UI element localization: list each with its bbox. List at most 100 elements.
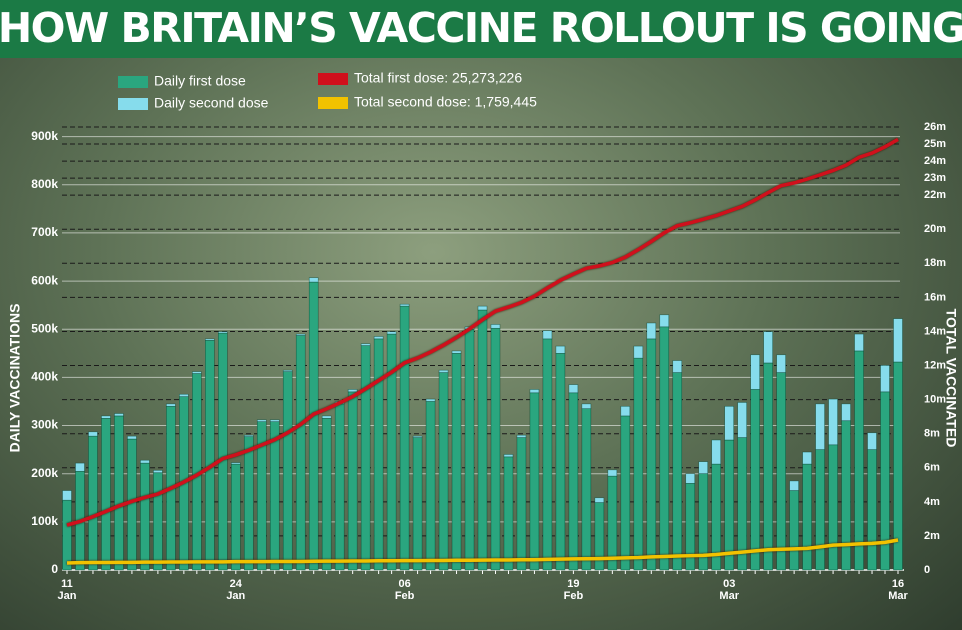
- x-tick-label: 11 Jan: [57, 578, 77, 602]
- bar: [166, 403, 176, 407]
- y-tick-label: 900k: [31, 129, 58, 143]
- bar: [399, 303, 410, 307]
- bar: [127, 435, 137, 440]
- y2-tick-label: 24m: [924, 155, 946, 167]
- bar: [269, 421, 280, 571]
- bar: [243, 434, 254, 437]
- bar: [256, 419, 267, 422]
- y-tick-label: 200k: [31, 466, 58, 480]
- bar: [841, 403, 851, 422]
- bar: [101, 415, 111, 419]
- bar: [179, 393, 189, 397]
- y-tick-label: 400k: [31, 370, 58, 384]
- bar: [438, 372, 449, 571]
- y-tick-label: 600k: [31, 273, 58, 287]
- bar: [295, 335, 306, 571]
- legend-swatch: [318, 97, 348, 109]
- bar: [205, 338, 215, 341]
- bar: [62, 499, 72, 571]
- bar: [789, 480, 799, 491]
- bar: [685, 473, 696, 484]
- bar: [581, 408, 592, 571]
- bar: [763, 331, 773, 364]
- bar: [867, 432, 877, 450]
- bar: [88, 431, 98, 437]
- bar: [451, 353, 462, 571]
- bar: [724, 405, 735, 441]
- legend-label: Total first dose: 25,273,226: [354, 70, 522, 86]
- bar: [854, 350, 864, 571]
- bar: [646, 338, 657, 571]
- bar: [75, 462, 85, 472]
- bar: [334, 403, 345, 571]
- bar: [218, 331, 228, 334]
- y2-tick-label: 8m: [924, 428, 940, 440]
- bar: [737, 402, 747, 438]
- y2-tick-label: 22m: [924, 189, 946, 201]
- x-tick-label: 03 Mar: [719, 578, 739, 602]
- y-axis-title: DAILY VACCINATIONS: [7, 304, 23, 453]
- bar: [62, 490, 72, 501]
- y-tick-label: 700k: [31, 225, 58, 239]
- bar: [347, 391, 358, 571]
- y2-tick-label: 10m: [924, 394, 946, 406]
- x-tick-label: 06 Feb: [394, 578, 415, 602]
- legend-label: Total second dose: 1,759,445: [354, 94, 537, 110]
- bar: [153, 470, 163, 474]
- bar: [269, 419, 280, 422]
- bar: [568, 392, 579, 571]
- bar: [114, 415, 124, 571]
- bar: [672, 360, 683, 373]
- y-tick-label: 500k: [31, 321, 58, 335]
- bar: [218, 332, 228, 571]
- legend-swatch: [118, 98, 148, 110]
- bar: [828, 398, 838, 446]
- bar: [308, 281, 319, 571]
- line: [66, 137, 899, 527]
- bar: [698, 461, 709, 474]
- y2-tick-label: 6m: [924, 462, 940, 474]
- bar: [347, 389, 358, 393]
- bar: [282, 371, 293, 571]
- y2-tick-label: 16m: [924, 291, 946, 303]
- bar: [555, 345, 566, 354]
- bar: [802, 463, 812, 571]
- x-tick-label: 19 Feb: [563, 578, 584, 602]
- bar: [360, 343, 371, 346]
- bar: [711, 439, 722, 465]
- bar: [373, 336, 384, 340]
- bar: [659, 326, 670, 571]
- bar: [386, 331, 397, 335]
- bar: [192, 371, 202, 374]
- y2-tick-label: 25m: [924, 138, 946, 150]
- bar: [880, 365, 890, 393]
- bar: [776, 372, 786, 571]
- line: [66, 538, 899, 565]
- bar: [205, 340, 215, 571]
- bar: [789, 490, 799, 571]
- y2-tick-label: 4m: [924, 496, 940, 508]
- legend-label: Daily first dose: [154, 73, 246, 89]
- bar: [399, 305, 410, 571]
- y-tick-label: 100k: [31, 514, 58, 528]
- bar: [243, 436, 254, 571]
- y2-tick-label: 2m: [924, 530, 940, 542]
- bar: [360, 345, 371, 571]
- bar: [425, 398, 436, 402]
- bar: [477, 305, 488, 311]
- bar: [607, 475, 618, 571]
- y2-tick-label: 14m: [924, 325, 946, 337]
- bar: [516, 437, 527, 571]
- title-bar: [0, 0, 962, 58]
- bar: [140, 459, 150, 464]
- bar: [529, 389, 540, 394]
- x-tick-label: 16 Mar: [888, 578, 908, 602]
- bar: [308, 277, 319, 283]
- bar: [659, 314, 670, 328]
- bar: [542, 330, 553, 340]
- bar: [321, 415, 332, 419]
- bar: [763, 362, 773, 571]
- bar: [88, 435, 98, 571]
